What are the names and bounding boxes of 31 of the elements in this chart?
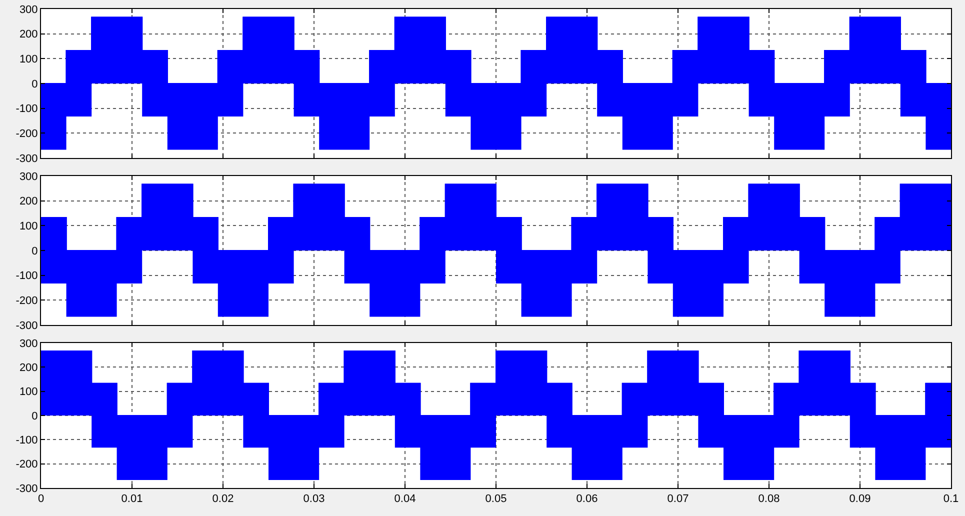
x-tick-label: 0.02 [212,493,234,506]
y-tick-label: 200 [19,362,38,374]
y-tick-label: -300 [16,320,38,332]
y-tick-label: -100 [16,434,38,447]
y-tick-label: 200 [19,28,38,41]
y-tick-label: -200 [16,128,38,140]
y-tick-label: -300 [16,482,38,495]
x-tick-label: 0.05 [485,493,507,506]
y-tick-label: 0 [32,78,38,90]
x-tick-label: 0.07 [667,493,689,506]
y-tick-label: 100 [19,220,38,233]
y-tick-label: 100 [19,386,38,398]
y-tick-label: 0 [32,245,38,258]
y-tick-label: -100 [16,103,38,116]
y-tick-label: -200 [16,295,38,308]
x-tick-label: 0.06 [576,493,598,506]
y-tick-label: -300 [16,152,38,165]
y-tick-label: -200 [16,458,38,471]
x-tick-label: 0.03 [303,493,325,506]
y-tick-label: 200 [19,196,38,208]
y-tick-label: 0 [32,410,38,422]
x-tick-label: 0.04 [394,493,416,506]
y-tick-label: 100 [19,54,38,66]
y-tick-label: 300 [19,338,38,350]
x-tick-label: 0.09 [849,493,871,506]
y-tick-label: 300 [19,170,38,183]
y-tick-label: -100 [16,270,38,282]
y-tick-label: 300 [19,4,38,16]
x-tick-label: 0.08 [758,493,780,506]
x-tick-label: 0.01 [121,493,143,506]
x-tick-label: 0.1 [943,493,959,506]
